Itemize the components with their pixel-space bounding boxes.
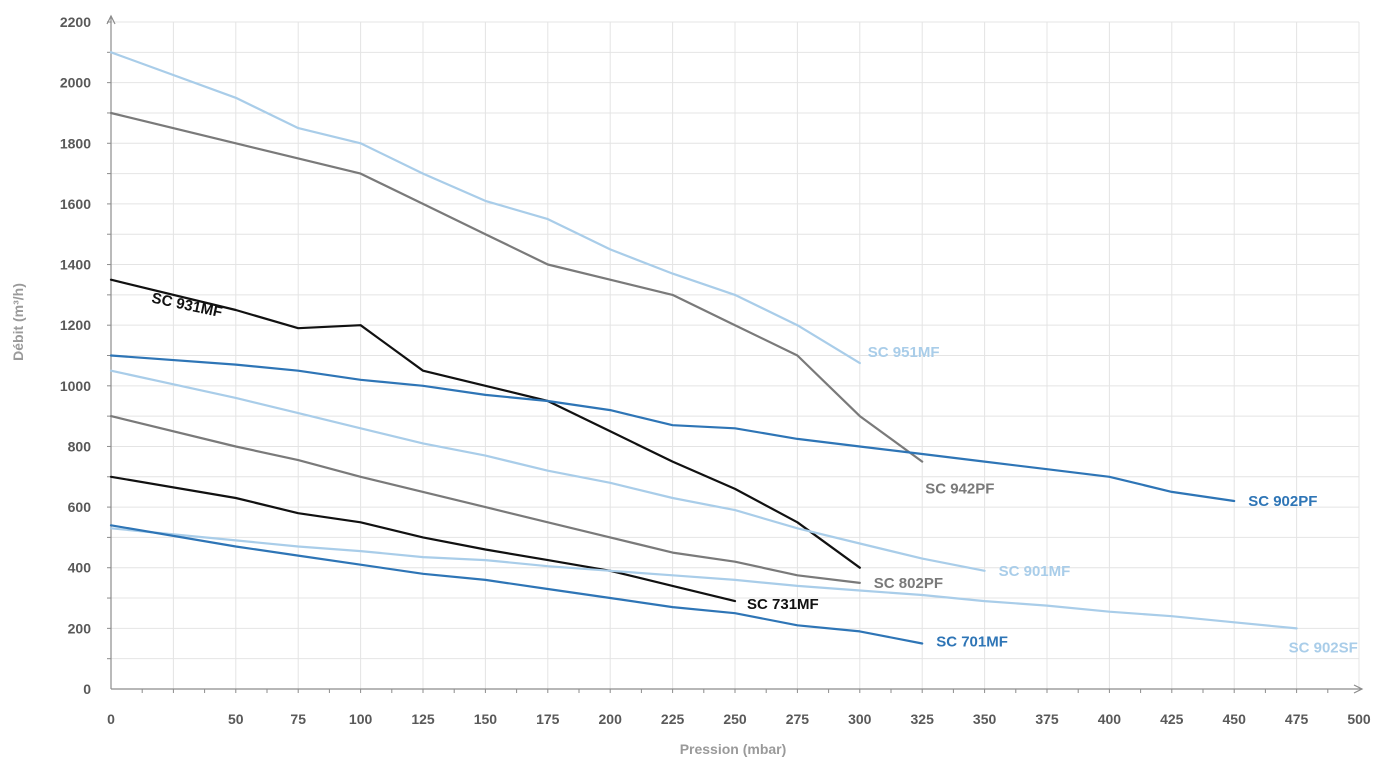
x-axis-title: Pression (mbar) [680,741,787,757]
y-tick-label: 600 [68,499,92,515]
y-tick-label: 1200 [60,317,91,333]
y-tick-labels: 0 200 400 600 800 1000 1200 1400 1600 1800 2000 220… [60,14,91,697]
y-tick-label: 1000 [60,378,91,394]
x-tick-label: 475 [1285,711,1309,727]
x-tick-label: 175 [536,711,560,727]
series-label-sc-701mf: SC 701MF [936,634,1008,651]
grid [111,21,1360,689]
y-tick-label: 200 [68,620,92,636]
y-tick-label: 2000 [60,75,91,91]
x-tick-label: 125 [411,711,435,727]
x-tick-label: 75 [290,711,306,727]
series-label-sc-731mf: SC 731MF [747,596,819,613]
y-axis-arrow-icon [106,14,116,25]
x-tick-label: 225 [661,711,685,727]
series-line-sc-902pf [109,354,1236,503]
x-tick-label: 375 [1035,711,1059,727]
y-tick-label: 2200 [60,14,91,30]
x-tick-label: 425 [1160,711,1184,727]
x-tick-label: 500 [1347,711,1371,727]
series-label-sc-802pf: SC 802PF [874,575,943,592]
series-line-sc-901mf [109,369,986,572]
series-lines [109,51,1298,645]
y-axis-title: Débit (m³/h) [10,283,26,361]
series-line-sc-701mf [109,524,924,645]
series-label-sc-901mf: SC 901MF [999,563,1071,580]
x-tick-label: 150 [474,711,498,727]
y-tick-label: 400 [68,560,92,576]
series-line-sc-902sf [109,527,1298,630]
y-tick-label: 1400 [60,257,91,273]
x-tick-label: 325 [911,711,935,727]
x-tick-label: 300 [848,711,872,727]
series-line-sc-802pf [109,415,861,585]
x-tick-label: 100 [349,711,373,727]
x-tick-label: 200 [599,711,623,727]
x-tick-labels: 0 50 75 100 125 150 175 200 225 250 275 300 325 350 37… [107,711,1371,727]
y-tick-label: 800 [68,438,92,454]
series-line-sc-931mf [109,278,861,569]
x-tick-label: 400 [1098,711,1122,727]
y-tick-label: 0 [83,681,91,697]
x-tick-label: 50 [228,711,244,727]
x-tick-label: 250 [723,711,747,727]
x-tick-label: 275 [786,711,810,727]
x-tick-label: 350 [973,711,997,727]
axes [106,14,1364,694]
series-line-sc-942pf [109,111,924,463]
series-label-sc-951mf: SC 951MF [868,344,940,361]
series-label-sc-902sf: SC 902SF [1289,639,1358,656]
x-axis-arrow-icon [1353,684,1364,694]
y-tick-label: 1600 [60,196,91,212]
series-line-sc-951mf [109,51,861,365]
x-tick-label: 0 [107,711,115,727]
series-label-sc-942pf: SC 942PF [925,481,994,498]
series-line-sc-731mf [109,475,737,603]
y-tick-label: 1800 [60,135,91,151]
series-label-sc-902pf: SC 902PF [1248,493,1317,510]
x-tick-label: 450 [1223,711,1247,727]
